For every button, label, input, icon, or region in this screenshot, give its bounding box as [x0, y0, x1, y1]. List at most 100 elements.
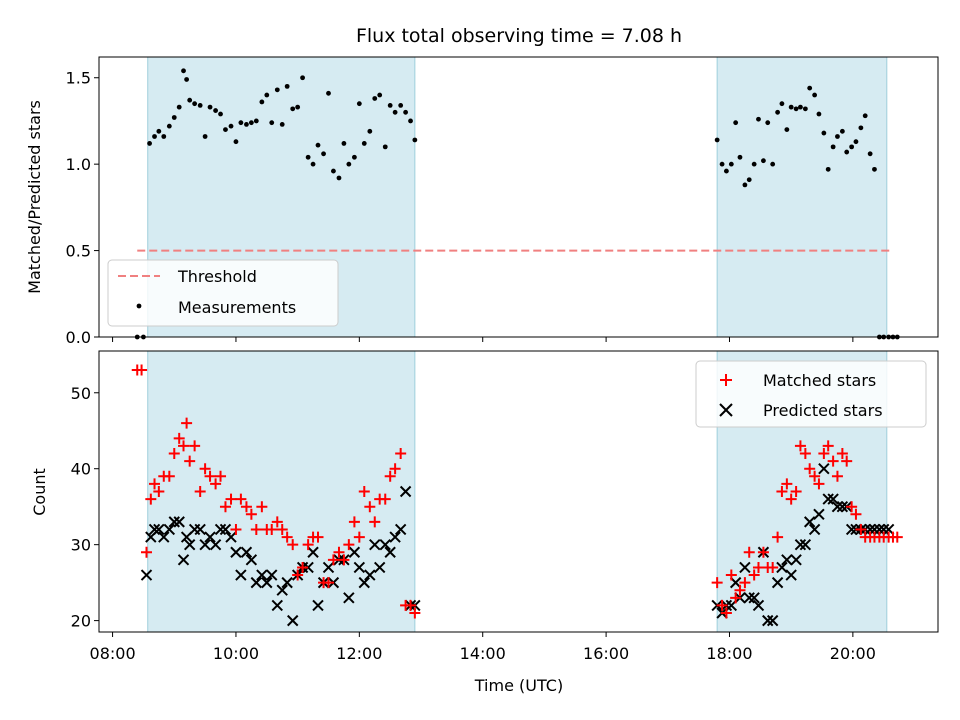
matched-star-point [219, 501, 231, 513]
measurement-point [770, 161, 776, 167]
measurement-point [207, 104, 213, 110]
measurement-point [161, 134, 167, 139]
measurement-point [253, 118, 259, 124]
measurement-point [315, 142, 321, 148]
matched-star-point [141, 546, 153, 558]
measurement-point [408, 118, 413, 124]
measurement-point [835, 134, 840, 139]
matched-star-point [379, 493, 391, 505]
bottom-xtick-label: 08:00 [90, 644, 136, 663]
bottom-shaded-interval-0 [147, 350, 416, 633]
measurement-point [367, 128, 373, 134]
chart-title: Flux total observing time = 7.08 h [356, 25, 682, 47]
bottom-xtick-label: 10:00 [213, 644, 259, 663]
predicted-star-point [364, 569, 376, 581]
measurement-point [714, 137, 720, 143]
top-panel: 0.0 0.5 1.0 1.5 Matched/Predicted stars Thr… [25, 56, 939, 347]
matched-star-point [794, 440, 806, 452]
matched-star-point [855, 523, 867, 535]
matched-star-point [743, 546, 755, 558]
matched-star-point [818, 448, 830, 460]
measurement-point [156, 128, 162, 134]
predicted-star-point [358, 576, 370, 589]
matched-star-point [809, 470, 821, 482]
predicted-star-point [204, 531, 216, 543]
predicted-star-point [158, 531, 170, 543]
measurement-point [187, 97, 193, 103]
measurement-point [238, 120, 244, 126]
predicted-star-point [771, 576, 784, 589]
predicted-star-point [384, 546, 396, 558]
matched-star-point [716, 599, 728, 611]
measurement-point [867, 151, 873, 157]
predicted-legend-label: Predicted stars [763, 401, 883, 420]
predicted-star-point [762, 614, 774, 627]
predicted-star-point [168, 516, 180, 528]
measurement-point [269, 120, 275, 126]
measurement-point [197, 102, 203, 108]
measurement-point [361, 141, 367, 146]
measurement-point [295, 104, 301, 110]
predicted-star-point [845, 523, 858, 536]
matched-star-point [338, 554, 350, 566]
matched-star-point [210, 478, 222, 490]
measurement-point [825, 166, 831, 172]
matched-star-point [281, 531, 293, 543]
measurement-point [274, 87, 280, 93]
matched-star-point [343, 539, 355, 551]
measurement-point [839, 128, 845, 134]
matched-star-point [785, 493, 797, 505]
measurement-point [858, 125, 864, 131]
measurement-point [862, 113, 868, 119]
measurement-point [737, 154, 743, 160]
measurement-point [213, 108, 218, 113]
matched-star-point [181, 417, 193, 429]
matched-star-point [369, 516, 381, 528]
predicted-star-point [214, 523, 227, 536]
predicted-star-point [245, 554, 258, 566]
matched-star-point [271, 516, 283, 528]
predicted-star-point [803, 516, 816, 528]
matched-star-point [891, 531, 903, 543]
matched-star-point [781, 478, 793, 490]
matched-star-point [822, 440, 834, 452]
matched-star-point [799, 448, 811, 460]
predicted-star-point [739, 561, 751, 574]
measurement-point [816, 111, 822, 117]
measurement-point [321, 151, 326, 157]
measurement-point [202, 134, 208, 139]
measurement-point [387, 102, 393, 108]
measurement-point [742, 182, 748, 188]
measurement-point [228, 123, 234, 129]
matched-star-point [711, 577, 723, 589]
measurement-point [176, 104, 182, 110]
predicted-star-point [173, 516, 185, 528]
measurement-point [279, 122, 285, 127]
measurement-point [793, 106, 799, 112]
predicted-star-point [219, 523, 232, 536]
predicted-star-point [752, 599, 765, 612]
predicted-star-point [240, 546, 253, 558]
matched-star-point [204, 470, 216, 482]
measurement-point [751, 161, 757, 167]
top-ytick-label: 1.5 [66, 69, 91, 88]
matched-star-point [725, 569, 737, 581]
predicted-star-point [748, 592, 760, 604]
predicted-star-point [148, 523, 161, 536]
matched-star-point [348, 516, 360, 528]
matched-star-point [230, 523, 242, 535]
measurement-point [392, 109, 398, 115]
matched-star-point [748, 569, 760, 581]
matched-star-point [739, 577, 751, 589]
predicted-star-point [348, 546, 361, 558]
bottom-xlabel: Time (UTC) [474, 676, 563, 695]
predicted-star-point [225, 531, 237, 543]
predicted-star-point [822, 493, 834, 505]
matched-star-point [767, 561, 779, 573]
predicted-star-point [153, 523, 165, 536]
bottom-xtick-label: 12:00 [336, 644, 382, 663]
predicted-star-point [271, 599, 283, 612]
matched-star-point [189, 440, 201, 452]
measurement-point [802, 106, 808, 112]
measurements-legend-marker [136, 303, 142, 309]
